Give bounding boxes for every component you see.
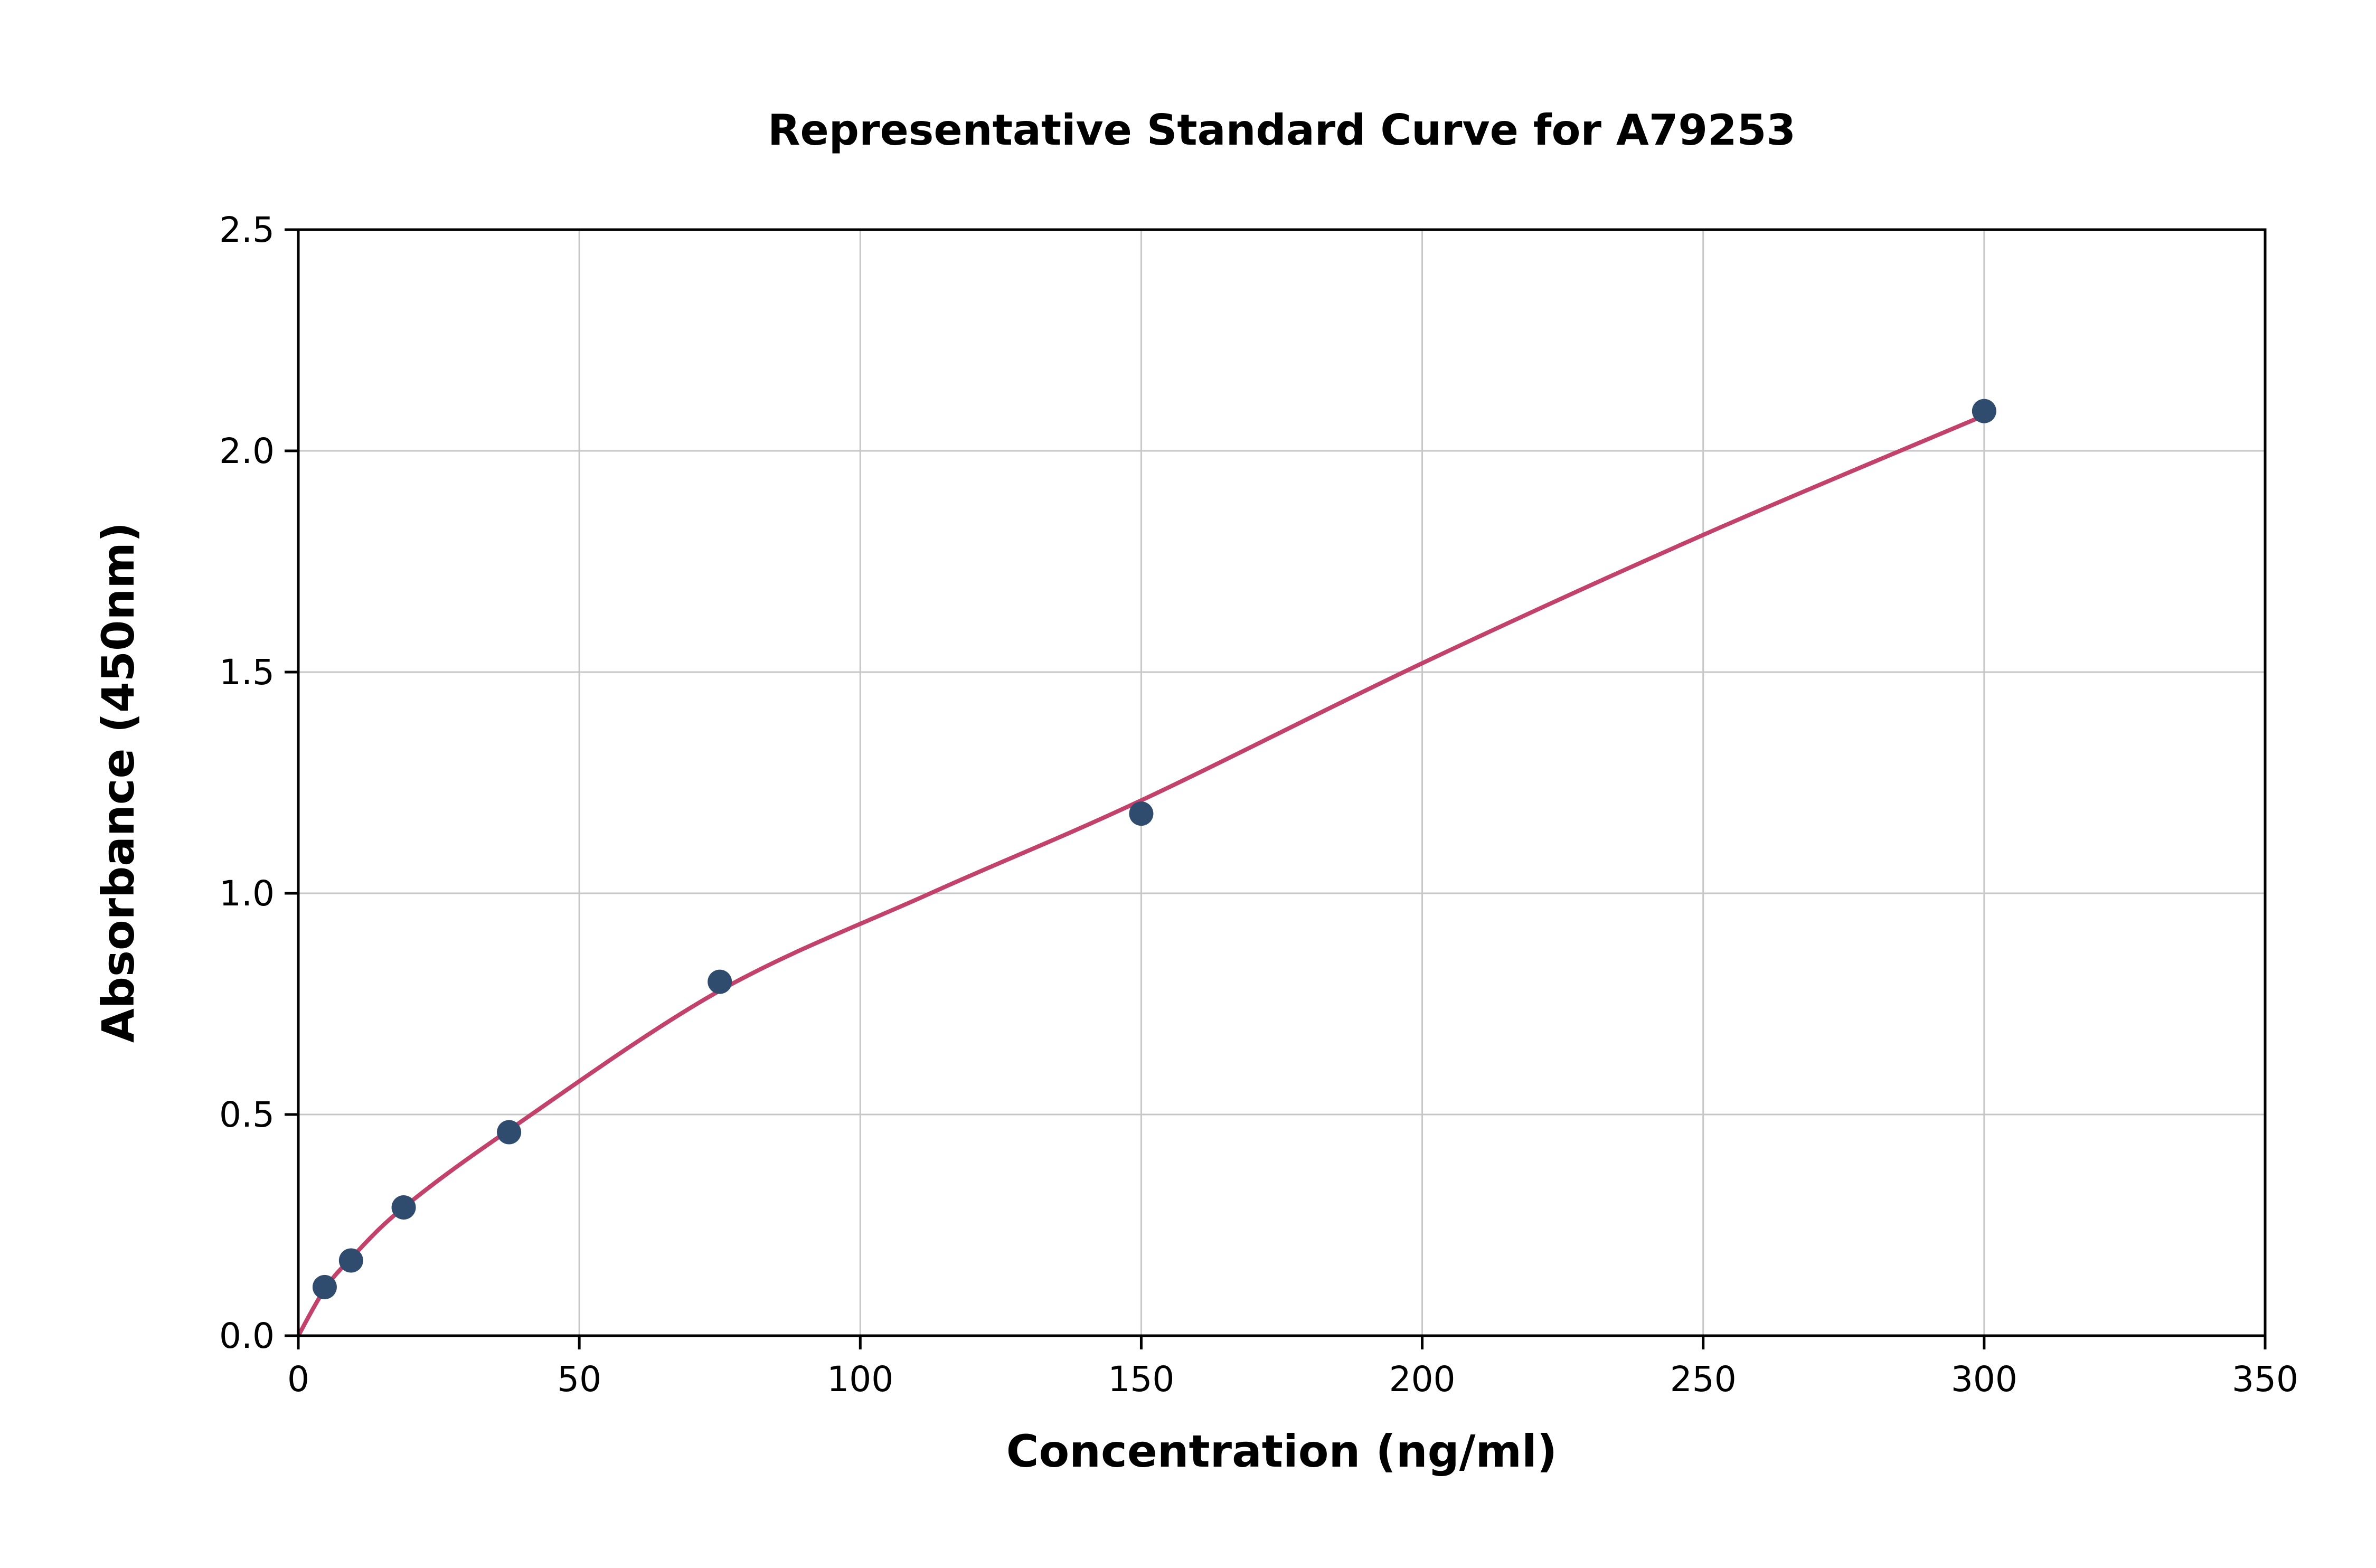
data-point	[1972, 399, 1996, 423]
axes-box	[297, 228, 2267, 1337]
fit-curve	[296, 413, 1986, 1338]
chart-title: Representative Standard Curve for A79253	[767, 106, 1796, 155]
x-tick-label: 100	[827, 1359, 893, 1400]
y-tick-label: 1.0	[219, 873, 275, 914]
y-tick-label: 0.5	[219, 1094, 275, 1135]
x-tick-label: 300	[1951, 1359, 2017, 1400]
x-tick-label: 150	[1108, 1359, 1174, 1400]
x-axis-label: Concentration (ng/ml)	[1006, 1425, 1558, 1477]
x-tick-label: 350	[2232, 1359, 2298, 1400]
data-point	[708, 969, 732, 994]
y-tick-label: 0.0	[219, 1316, 275, 1356]
x-tick-label: 0	[287, 1359, 309, 1400]
x-tick-label: 200	[1389, 1359, 1456, 1400]
data-point	[338, 1248, 363, 1273]
x-tick-label: 250	[1670, 1359, 1737, 1400]
y-tick-label: 2.5	[219, 210, 275, 250]
data-point	[1129, 801, 1154, 826]
data-point	[312, 1274, 337, 1299]
data-point	[497, 1120, 522, 1145]
x-tick-label: 50	[557, 1359, 601, 1400]
data-point	[391, 1195, 416, 1220]
y-tick-label: 1.5	[219, 652, 275, 693]
y-tick-label: 2.0	[219, 431, 275, 471]
